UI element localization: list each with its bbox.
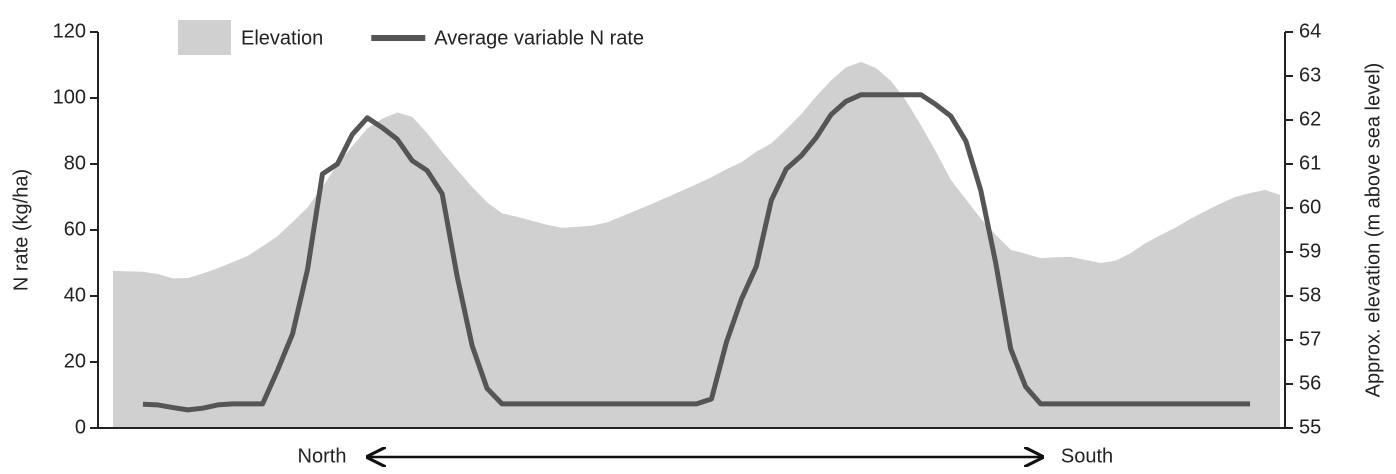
annotation: North xyxy=(298,445,347,467)
y2-tick-label: 62 xyxy=(1299,108,1321,130)
y-tick-label: 120 xyxy=(53,20,86,42)
legend-label: Elevation xyxy=(241,27,323,49)
y2-tick-label: 57 xyxy=(1299,328,1321,350)
y2-tick-label: 58 xyxy=(1299,284,1321,306)
y2-tick-label: 61 xyxy=(1299,152,1321,174)
plot-area xyxy=(113,61,1280,429)
annotation: South xyxy=(1061,445,1113,467)
y-tick-label: 0 xyxy=(75,416,86,438)
y-axis-label: N rate (kg/ha) xyxy=(10,169,32,291)
y2-tick-label: 60 xyxy=(1299,196,1321,218)
line xyxy=(142,92,1251,413)
y-tick-label: 20 xyxy=(64,350,86,372)
y2-tick-label: 59 xyxy=(1299,240,1321,262)
y2-tick-label: 64 xyxy=(1299,20,1321,42)
area xyxy=(113,61,1280,429)
legend-swatch xyxy=(178,20,231,55)
y-tick-label: 80 xyxy=(64,152,86,174)
y-tick-label: 40 xyxy=(64,284,86,306)
y-tick-label: 100 xyxy=(53,86,86,108)
y2-tick-label: 63 xyxy=(1299,64,1321,86)
legend-label: Average variable N rate xyxy=(434,27,644,49)
y-tick-label: 60 xyxy=(64,218,86,240)
y2-axis-label: Approx. elevation (m above sea level) xyxy=(1362,63,1384,398)
y2-tick-label: 56 xyxy=(1299,372,1321,394)
y2-tick-label: 55 xyxy=(1299,416,1321,438)
